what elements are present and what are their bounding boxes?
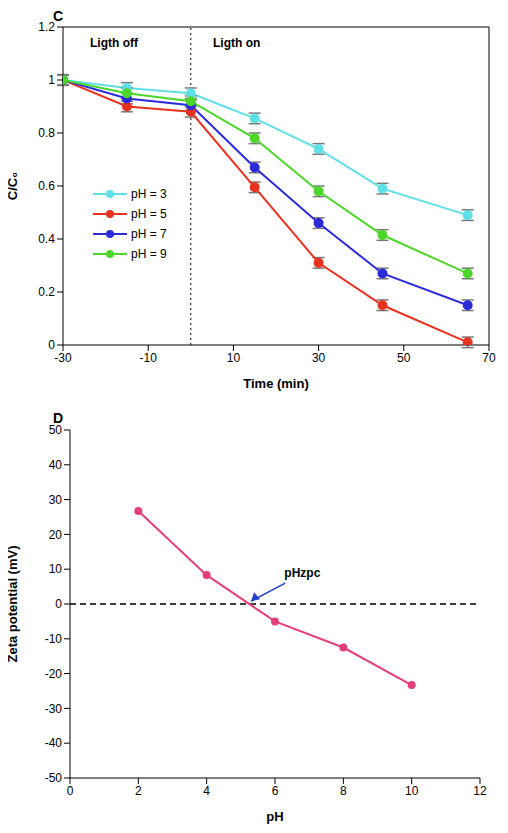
svg-text:10: 10 (227, 351, 241, 365)
svg-text:C/C₀: C/C₀ (8, 172, 20, 200)
svg-text:12: 12 (473, 784, 487, 798)
svg-text:0: 0 (48, 338, 55, 352)
svg-text:50: 50 (48, 423, 62, 438)
svg-text:Time (min): Time (min) (243, 376, 309, 391)
svg-text:10: 10 (49, 562, 63, 576)
svg-text:0: 0 (67, 784, 74, 798)
svg-text:0.6: 0.6 (38, 179, 55, 193)
svg-text:-10: -10 (45, 632, 63, 646)
html-text:Ligth off: Ligth off (90, 36, 138, 50)
html-text:pH = 7: pH = 7 (131, 227, 167, 241)
svg-text:30: 30 (312, 351, 326, 365)
svg-text:1: 1 (48, 73, 55, 87)
html-text:pH = 5: pH = 5 (131, 207, 167, 221)
svg-text:0: 0 (55, 597, 62, 611)
svg-text:50: 50 (397, 351, 411, 365)
svg-text:2: 2 (135, 784, 142, 798)
svg-text:-30: -30 (54, 351, 72, 365)
svg-text:0.4: 0.4 (38, 232, 55, 246)
svg-text:Zeta potential (mV): Zeta potential (mV) (8, 545, 20, 662)
html-text:pH = 9: pH = 9 (131, 247, 167, 261)
svg-text:0.2: 0.2 (38, 285, 55, 299)
html-text:C: C (53, 8, 64, 24)
svg-text:70: 70 (482, 351, 496, 365)
svg-text:-10: -10 (140, 351, 158, 365)
svg-text:-50: -50 (45, 771, 63, 785)
html-text:pH = 3: pH = 3 (131, 187, 167, 201)
svg-text:8: 8 (340, 784, 347, 798)
svg-text:pHzpc: pHzpc (284, 566, 320, 580)
html-text:D: D (53, 410, 64, 426)
svg-text:1.2: 1.2 (38, 20, 55, 34)
svg-text:-20: -20 (45, 667, 63, 681)
svg-text:-30: -30 (45, 702, 63, 716)
svg-text:4: 4 (203, 784, 210, 798)
svg-text:40: 40 (49, 458, 63, 472)
svg-text:pH: pH (266, 809, 283, 824)
svg-text:-40: -40 (45, 736, 63, 750)
svg-text:6: 6 (272, 784, 279, 798)
svg-text:30: 30 (49, 493, 63, 507)
svg-text:0.8: 0.8 (38, 126, 55, 140)
html-text:Ligth on: Ligth on (213, 36, 261, 50)
svg-text:10: 10 (405, 784, 419, 798)
svg-text:20: 20 (49, 528, 63, 542)
